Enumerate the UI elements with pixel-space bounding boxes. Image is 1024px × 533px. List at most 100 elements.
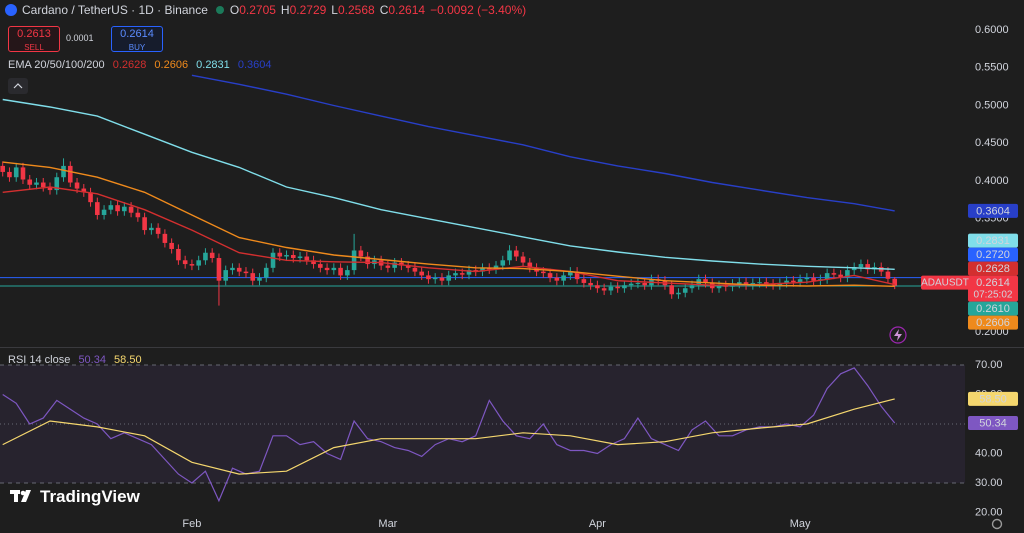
candle-body bbox=[365, 256, 370, 265]
y-tick-label: 70.00 bbox=[975, 359, 1003, 371]
candle-body bbox=[865, 264, 870, 270]
candle-body bbox=[230, 267, 235, 271]
x-tick-label: Feb bbox=[182, 518, 201, 530]
bolt-icon bbox=[894, 329, 902, 341]
price-label-box bbox=[968, 275, 1018, 302]
legend-value: 50.34 bbox=[78, 354, 106, 366]
y-tick-label: 30.00 bbox=[975, 477, 1003, 489]
indicator-line bbox=[191, 74, 895, 212]
candle-body bbox=[54, 177, 60, 191]
candle-body bbox=[858, 264, 864, 268]
y-tick-label: 0.4000 bbox=[975, 175, 1009, 187]
settings-icon[interactable] bbox=[991, 518, 1003, 530]
candle-body bbox=[34, 182, 39, 185]
candle-body bbox=[182, 260, 188, 265]
candle-body bbox=[851, 267, 857, 271]
candle-body bbox=[318, 264, 323, 268]
candle-body bbox=[149, 227, 154, 231]
price-label-box bbox=[968, 203, 1018, 218]
candle-body bbox=[473, 270, 479, 272]
candle-body bbox=[405, 265, 411, 268]
indicator-line bbox=[2, 98, 895, 270]
candle-body bbox=[689, 285, 695, 289]
candle-body bbox=[108, 205, 114, 210]
price-label-box bbox=[968, 415, 1018, 430]
x-tick-label: May bbox=[790, 518, 811, 530]
candle-body bbox=[263, 267, 269, 278]
candle-body bbox=[189, 264, 195, 266]
candle-body bbox=[716, 285, 722, 289]
chevron-icon bbox=[13, 83, 23, 89]
candle-body bbox=[507, 250, 512, 261]
candle-body bbox=[270, 252, 276, 268]
price-label-box bbox=[968, 391, 1018, 406]
candle-body bbox=[209, 252, 215, 259]
ohlc-label: O bbox=[229, 3, 240, 17]
ema-legend: EMA 20/50/100/200 0.2628 0.2606 0.2831 0… bbox=[8, 59, 272, 71]
candle-body bbox=[811, 277, 816, 281]
y-tick-label: 0.5500 bbox=[975, 62, 1009, 74]
candle-body bbox=[250, 273, 256, 281]
candle-body bbox=[338, 267, 343, 276]
candle-body bbox=[358, 250, 364, 257]
sell-button[interactable]: 0.2613 SELL bbox=[8, 26, 60, 52]
candle-body bbox=[453, 273, 458, 276]
candle-body bbox=[324, 267, 330, 271]
candle-body bbox=[500, 260, 506, 266]
buy-button[interactable]: 0.2614 BUY bbox=[111, 26, 163, 52]
candle-body bbox=[757, 282, 762, 284]
candle-body bbox=[61, 165, 66, 178]
candle-body bbox=[764, 282, 769, 284]
collapse-button[interactable] bbox=[8, 78, 28, 94]
indicator-line bbox=[2, 398, 895, 475]
candle-body bbox=[40, 182, 46, 188]
candle-body bbox=[311, 260, 316, 265]
candle-body bbox=[236, 267, 242, 272]
candle-body bbox=[135, 212, 141, 218]
candle-body bbox=[561, 275, 566, 281]
candle-body bbox=[446, 275, 452, 281]
candle-body bbox=[513, 250, 519, 257]
price-label-box bbox=[968, 301, 1018, 316]
candle-body bbox=[216, 258, 222, 281]
price-label-box bbox=[968, 247, 1018, 262]
candle-body bbox=[615, 286, 620, 289]
candle-body bbox=[243, 271, 249, 274]
candle-body bbox=[223, 270, 229, 281]
symbol-label-box bbox=[921, 275, 970, 290]
legend-value: 0.3604 bbox=[237, 59, 272, 71]
candle-body bbox=[439, 277, 445, 281]
price-label: 50.34 bbox=[979, 417, 1007, 429]
logo-part bbox=[21, 490, 31, 502]
y-tick-label: 0.5000 bbox=[975, 99, 1009, 111]
candle-body bbox=[47, 187, 53, 191]
candle-body bbox=[27, 179, 33, 185]
last-price-label: 0.2614 bbox=[976, 277, 1010, 289]
symbol-label: ADAUSDT bbox=[921, 278, 969, 289]
candle-body bbox=[601, 288, 607, 291]
candle-body bbox=[277, 252, 283, 257]
candle-body bbox=[682, 288, 688, 293]
price-label: 0.2606 bbox=[976, 317, 1010, 329]
price-label: 0.2831 bbox=[976, 235, 1010, 247]
price-label-box bbox=[968, 261, 1018, 276]
legend-value: 0.2628 bbox=[112, 59, 147, 71]
x-tick-label: Apr bbox=[589, 518, 606, 530]
ohlc-value: 0.2705 bbox=[239, 3, 276, 17]
candle-body bbox=[13, 167, 19, 178]
candle-body bbox=[554, 277, 560, 281]
candle-body bbox=[459, 273, 465, 275]
candle-body bbox=[622, 285, 627, 289]
y-tick-label: 0.6000 bbox=[975, 24, 1009, 36]
y-tick-label: 0.4500 bbox=[975, 137, 1009, 149]
candle-body bbox=[588, 282, 593, 286]
candle-body bbox=[608, 286, 614, 291]
candle-body bbox=[480, 267, 485, 272]
candle-body bbox=[297, 256, 303, 259]
ohlc-label: H bbox=[280, 3, 290, 17]
candle-body bbox=[628, 283, 634, 286]
candle-body bbox=[412, 267, 418, 272]
countdown-label: 07:25:02 bbox=[974, 290, 1013, 301]
candle-body bbox=[155, 227, 161, 234]
